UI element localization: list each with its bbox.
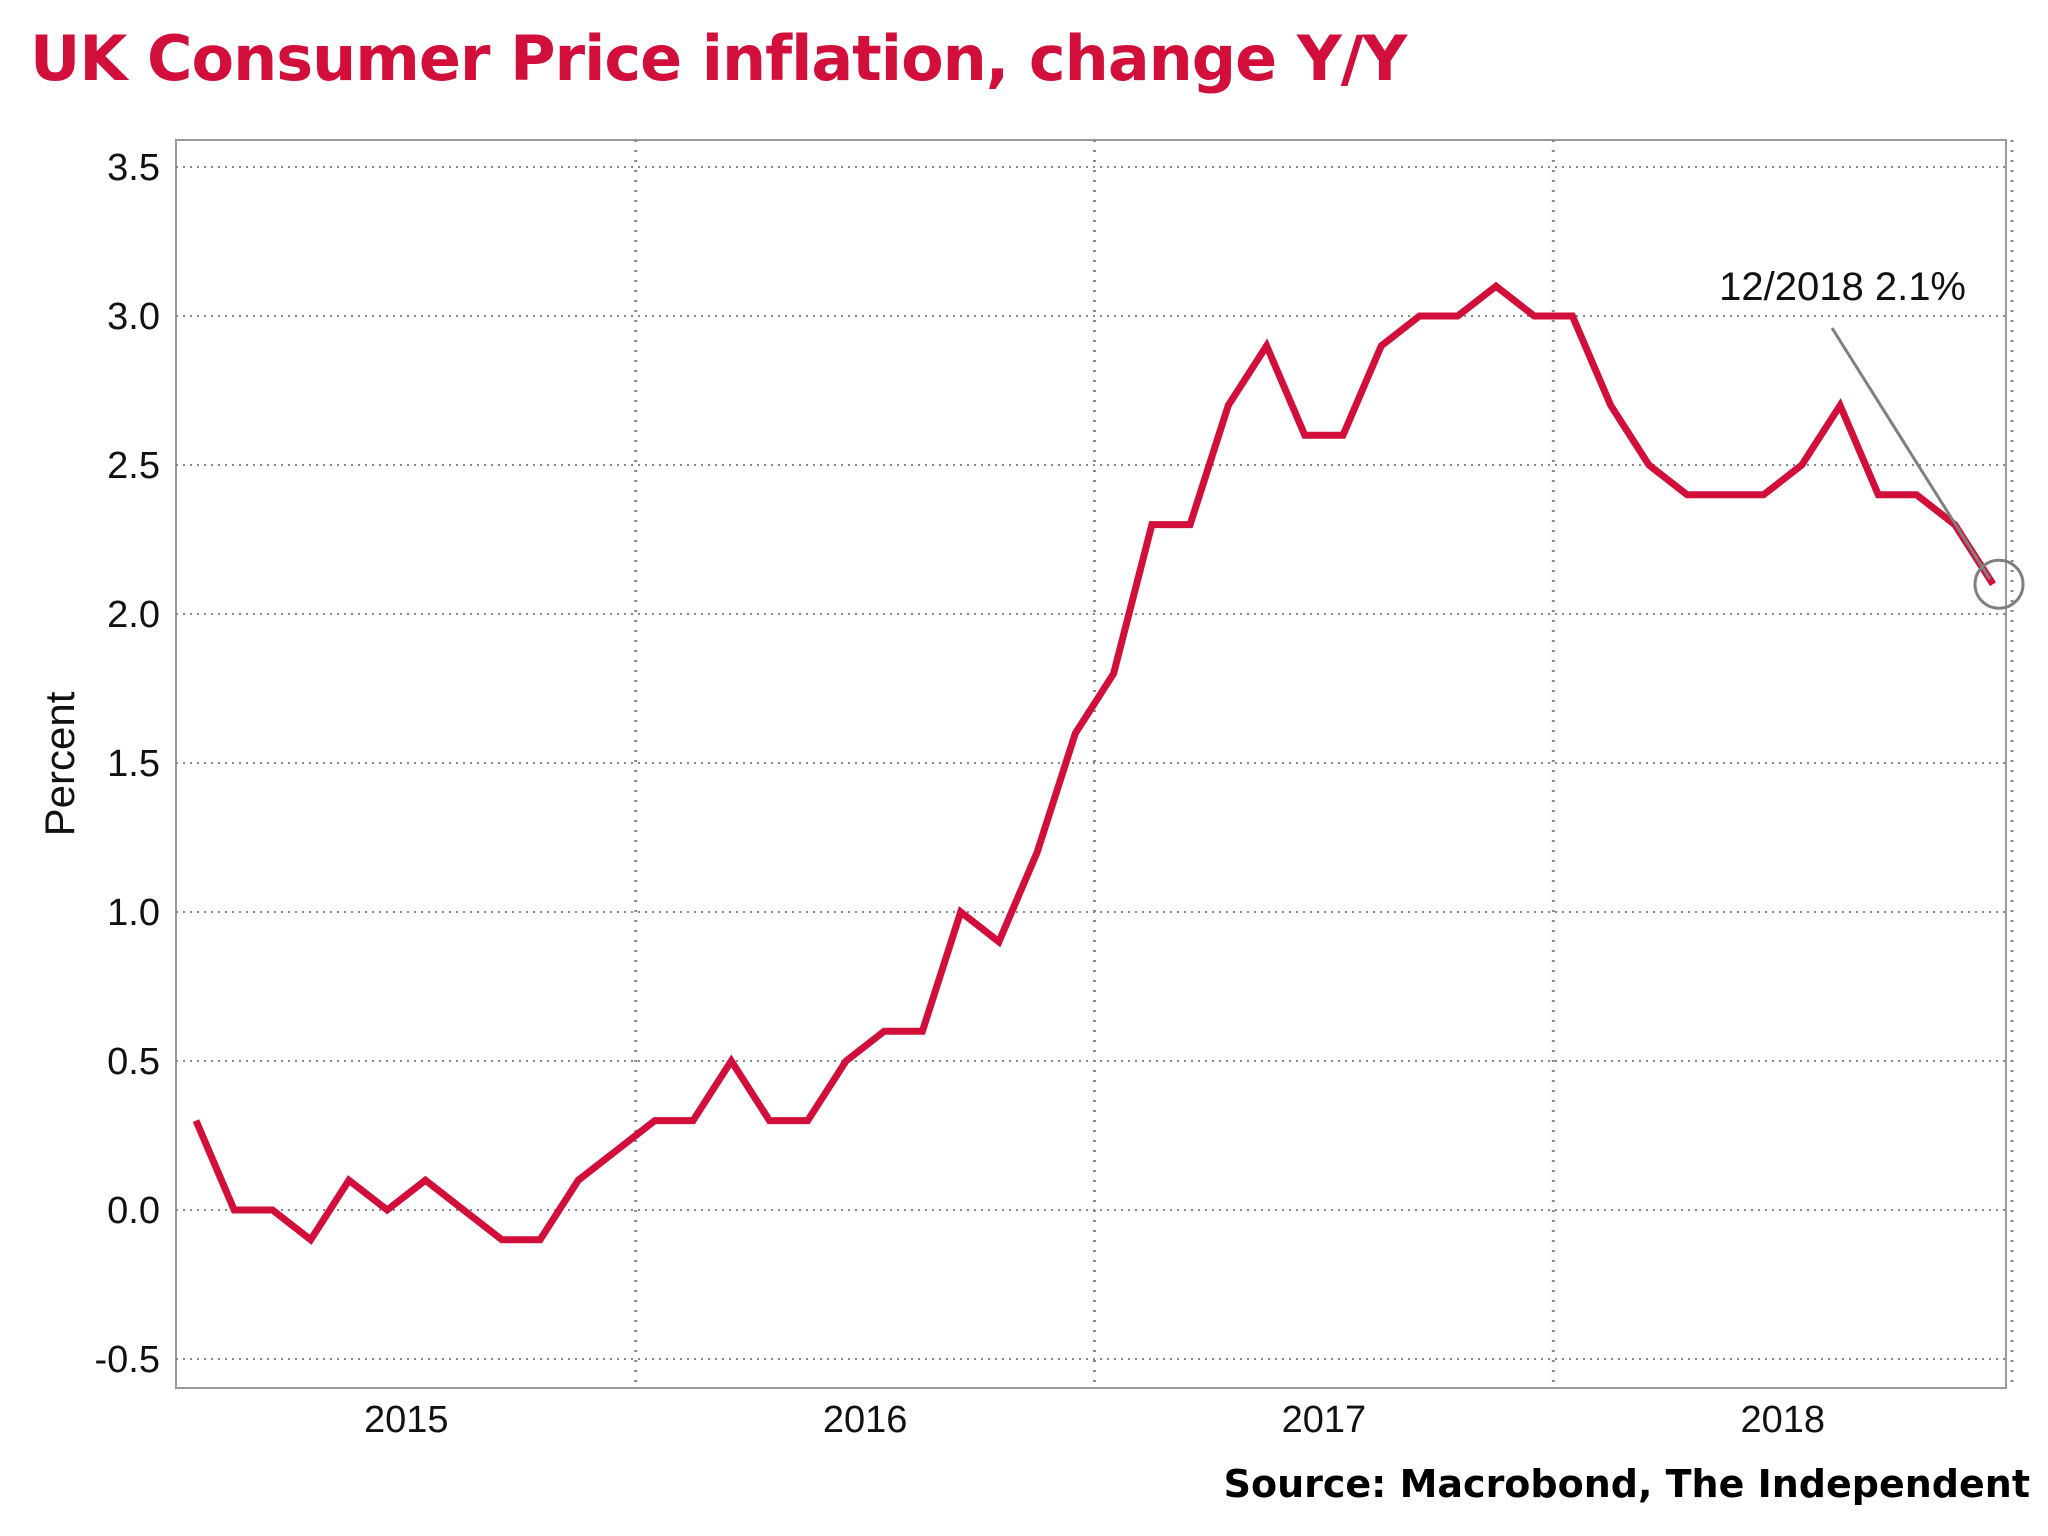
annotation-circle [1973, 558, 2025, 610]
source-note: Source: Macrobond, The Independent [1223, 1462, 2030, 1506]
y-tick-label: 3.5 [107, 147, 160, 189]
series-line-uk-cpi [192, 281, 1996, 1245]
y-tick-label: 2.0 [107, 594, 160, 636]
x-axis-ticks: 2015 2016 2017 2018 [364, 1399, 1825, 1441]
annotation-leader-line [1830, 327, 1992, 580]
y-axis-ticks: -0.5 0.0 0.5 1.0 1.5 2.0 2.5 3.0 3.5 [95, 147, 160, 1381]
x-tick-label: 2016 [823, 1399, 908, 1441]
y-tick-label: 2.5 [107, 445, 160, 487]
y-tick-label: 3.0 [107, 296, 160, 338]
chart-title: UK Consumer Price inflation, change Y/Y [30, 22, 1407, 95]
plot-frame [175, 139, 2007, 1389]
x-tick-label: 2017 [1282, 1399, 1367, 1441]
x-tick-label: 2015 [364, 1399, 449, 1441]
annotation-label: 12/2018 2.1% [1719, 265, 1966, 309]
vertical-gridlines [634, 140, 2014, 1388]
series-layer [192, 281, 1996, 1245]
y-tick-label: 1.5 [107, 743, 160, 785]
y-tick-label: 1.0 [107, 892, 160, 934]
annotation-layer: 12/2018 2.1% [1719, 265, 2025, 610]
y-tick-label: -0.5 [95, 1339, 160, 1381]
y-tick-label: 0.5 [107, 1041, 160, 1083]
x-tick-label: 2018 [1740, 1399, 1825, 1441]
y-axis-title: Percent [36, 691, 83, 836]
y-tick-label: 0.0 [107, 1190, 160, 1232]
